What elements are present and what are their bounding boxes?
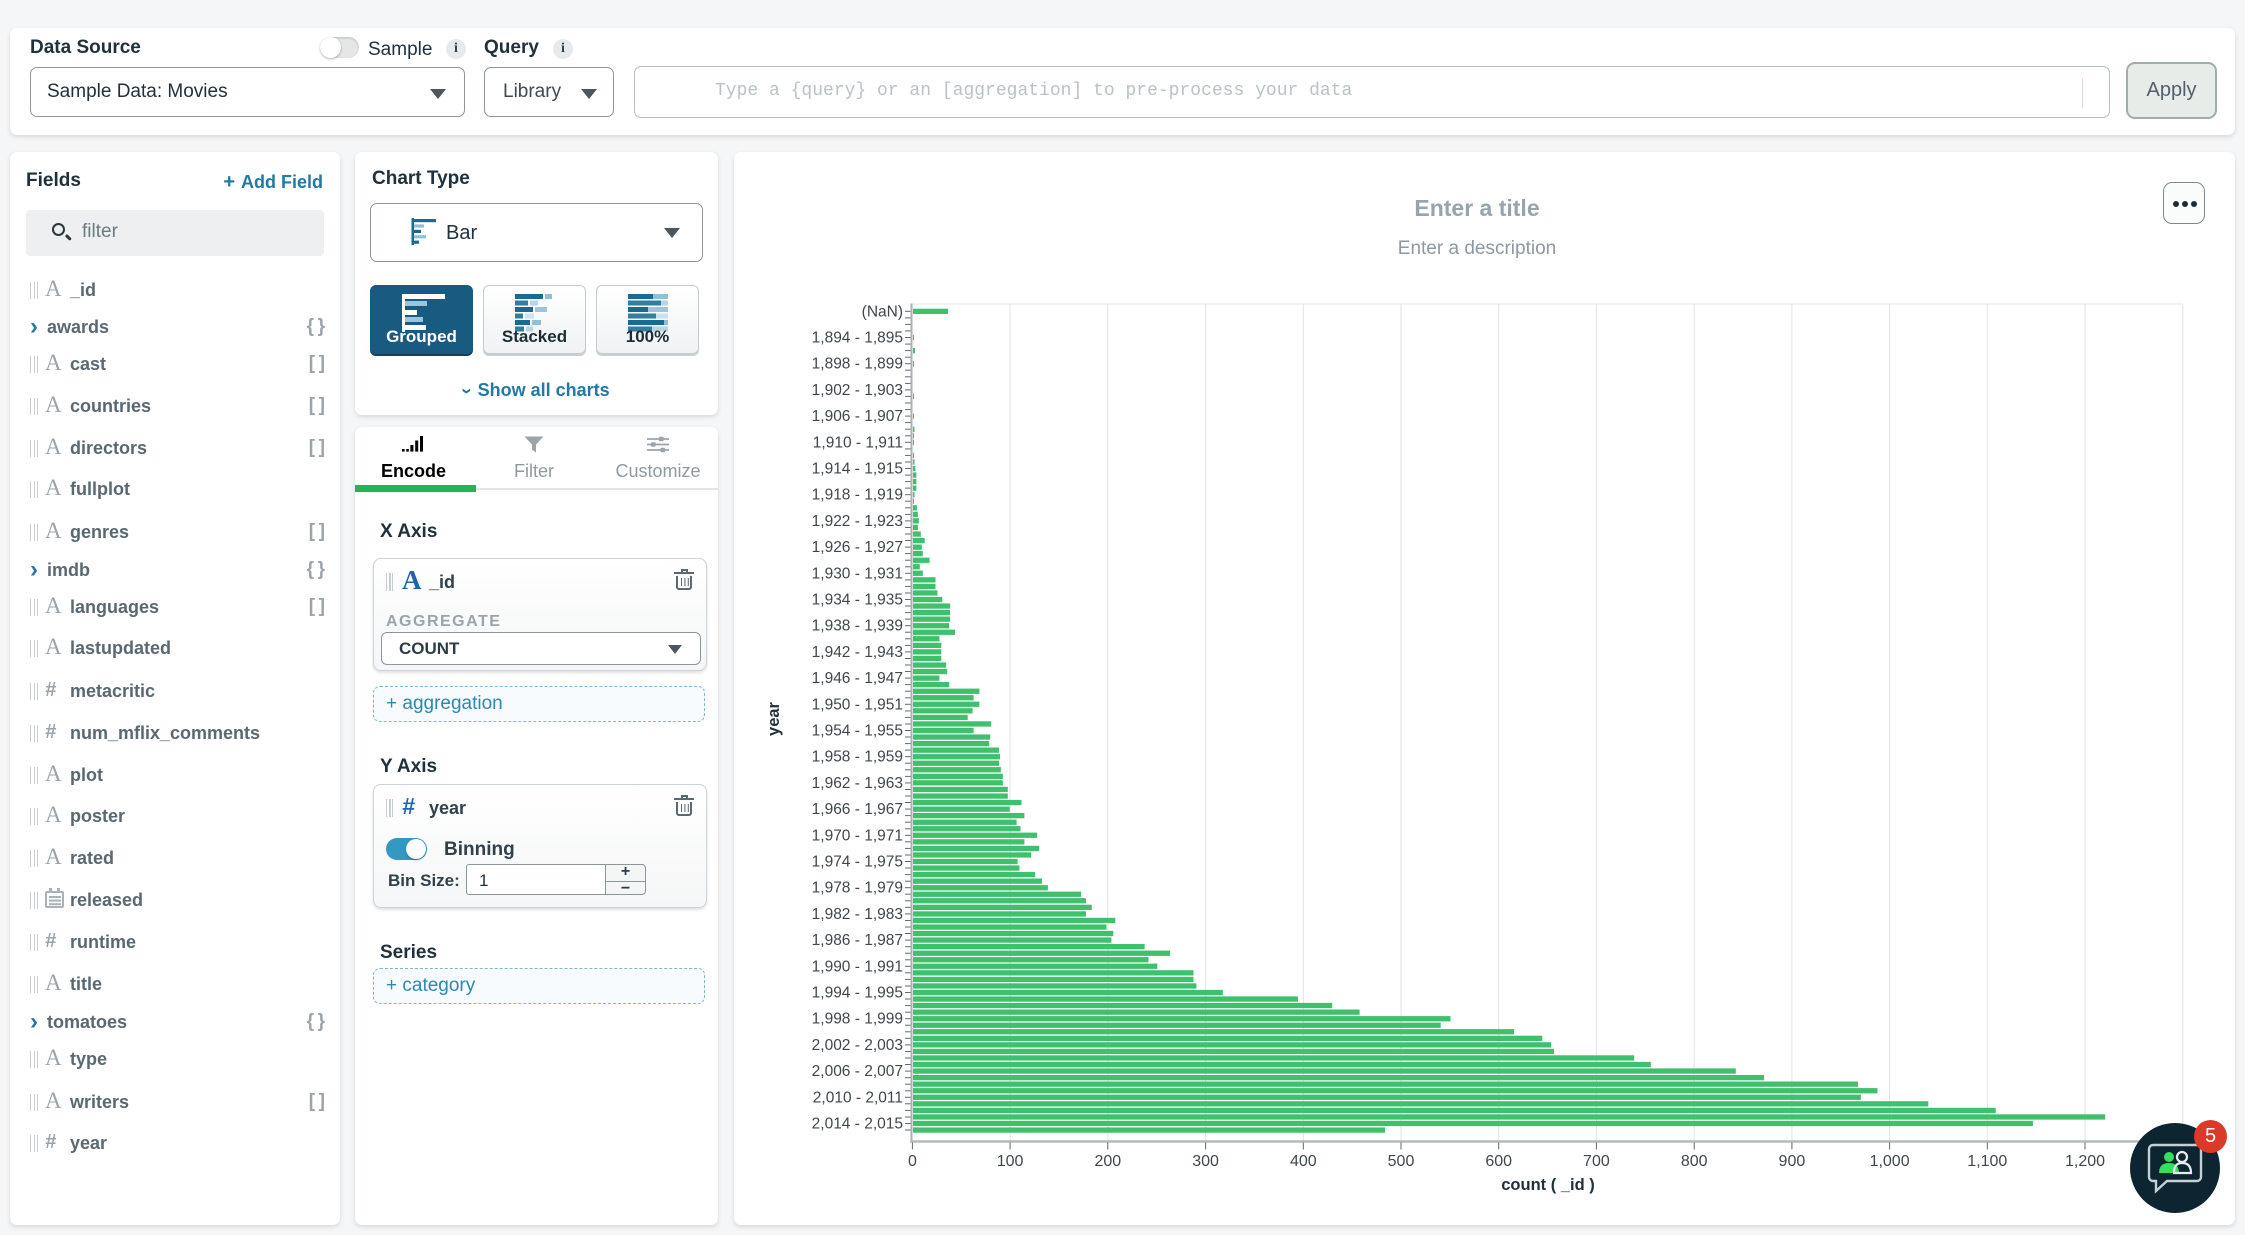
svg-text:300: 300	[1192, 1153, 1219, 1170]
svg-text:1,950 - 1,951: 1,950 - 1,951	[812, 696, 903, 713]
svg-text:1,942 - 1,943: 1,942 - 1,943	[812, 644, 903, 661]
svg-text:1,918 - 1,919: 1,918 - 1,919	[812, 487, 903, 504]
svg-text:1,898 - 1,899: 1,898 - 1,899	[812, 356, 903, 373]
svg-text:1,966 - 1,967: 1,966 - 1,967	[812, 801, 903, 818]
svg-text:1,910 - 1,911: 1,910 - 1,911	[813, 434, 903, 451]
svg-text:1,938 - 1,939: 1,938 - 1,939	[812, 618, 903, 635]
svg-text:1,990 - 1,991: 1,990 - 1,991	[812, 958, 903, 975]
svg-text:100: 100	[997, 1153, 1024, 1170]
svg-text:1,200: 1,200	[2065, 1153, 2105, 1170]
svg-text:1,906 - 1,907: 1,906 - 1,907	[812, 408, 903, 425]
svg-text:1,926 - 1,927: 1,926 - 1,927	[812, 539, 903, 556]
svg-text:200: 200	[1094, 1153, 1121, 1170]
svg-text:1,970 - 1,971: 1,970 - 1,971	[812, 827, 903, 844]
svg-text:1,894 - 1,895: 1,894 - 1,895	[812, 330, 903, 347]
svg-text:900: 900	[1779, 1153, 1806, 1170]
svg-text:1,902 - 1,903: 1,902 - 1,903	[812, 382, 903, 399]
svg-text:400: 400	[1290, 1153, 1317, 1170]
svg-text:1,958 - 1,959: 1,958 - 1,959	[812, 749, 903, 766]
svg-text:2,010 - 2,011: 2,010 - 2,011	[813, 1089, 903, 1106]
svg-text:1,978 - 1,979: 1,978 - 1,979	[812, 880, 903, 897]
svg-text:0: 0	[908, 1153, 917, 1170]
svg-text:1,000: 1,000	[1870, 1153, 1910, 1170]
svg-text:1,922 - 1,923: 1,922 - 1,923	[812, 513, 903, 530]
svg-text:1,974 - 1,975: 1,974 - 1,975	[812, 854, 903, 871]
svg-text:2,014 - 2,015: 2,014 - 2,015	[812, 1116, 903, 1133]
svg-text:600: 600	[1485, 1153, 1512, 1170]
svg-text:1,100: 1,100	[1967, 1153, 2007, 1170]
svg-text:700: 700	[1583, 1153, 1610, 1170]
svg-text:800: 800	[1681, 1153, 1708, 1170]
svg-text:1,986 - 1,987: 1,986 - 1,987	[812, 932, 903, 949]
svg-text:2,002 - 2,003: 2,002 - 2,003	[812, 1037, 903, 1054]
svg-text:count ( _id ): count ( _id )	[1501, 1176, 1595, 1194]
svg-text:year: year	[765, 701, 783, 736]
svg-text:1,994 - 1,995: 1,994 - 1,995	[812, 985, 903, 1002]
svg-text:1,998 - 1,999: 1,998 - 1,999	[812, 1011, 903, 1028]
svg-text:1,934 - 1,935: 1,934 - 1,935	[812, 592, 903, 609]
svg-text:1,954 - 1,955: 1,954 - 1,955	[812, 723, 903, 740]
svg-text:1,982 - 1,983: 1,982 - 1,983	[812, 906, 903, 923]
svg-text:2,006 - 2,007: 2,006 - 2,007	[812, 1063, 903, 1080]
svg-text:(NaN): (NaN)	[862, 303, 903, 320]
svg-text:1,962 - 1,963: 1,962 - 1,963	[812, 775, 903, 792]
svg-text:1,946 - 1,947: 1,946 - 1,947	[812, 670, 903, 687]
svg-text:1,914 - 1,915: 1,914 - 1,915	[812, 461, 903, 478]
svg-text:500: 500	[1388, 1153, 1415, 1170]
svg-text:1,930 - 1,931: 1,930 - 1,931	[812, 565, 903, 582]
